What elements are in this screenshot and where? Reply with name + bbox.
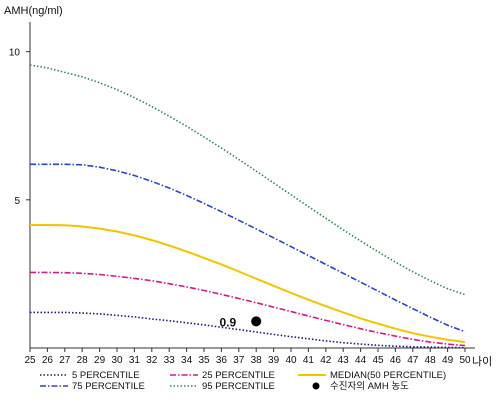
y-ticks-group: 5 10 [9,48,30,207]
x-tick-label: 39 [268,355,280,366]
x-tick-label: 31 [129,355,141,366]
x-tick-label: 37 [233,355,245,366]
y-tick-label: 5 [14,196,20,207]
legend: 5 PERCENTILE 25 PERCENTILE MEDIAN(50 PERCE… [40,370,446,392]
x-tick-label: 29 [94,355,106,366]
legend-marker-swatch [312,382,320,390]
patient-amh-point [251,316,262,327]
x-tick-label: 35 [198,355,210,366]
x-tick-label: 26 [42,355,54,366]
series-lines-group [29,64,466,349]
x-tick-label: 34 [181,355,193,366]
x-tick-label: 38 [251,355,263,366]
series-line-3 [30,224,466,344]
x-tick-label: 28 [77,355,89,366]
x-tick-label: 41 [303,355,315,366]
series-line-5 [29,64,466,296]
x-ticks-group: 25 26 27 28 29 30 31 32 33 34 35 36 37 38 39 40 41 42 43 44… [24,348,471,366]
legend-marker-label: 수진자의 AMH 농도 [330,381,409,392]
x-tick-label: 25 [24,355,36,366]
series-line-4 [30,163,466,333]
x-tick-label: 46 [390,355,402,366]
x-tick-label: 40 [285,355,297,366]
legend-label: 5 PERCENTILE [72,370,140,381]
x-tick-label: 50 [459,355,471,366]
x-tick-label: 45 [372,355,384,366]
y-axis-label: AMH(ng/ml) [4,5,63,17]
patient-marker-group: 0.9 [220,315,262,329]
x-tick-label: 33 [164,355,176,366]
series-line-1 [30,311,466,349]
x-axis-label: 나이 [472,355,492,368]
series-line-2 [30,271,466,347]
x-tick-label: 27 [59,355,71,366]
x-tick-label: 47 [407,355,419,366]
x-tick-label: 42 [320,355,332,366]
x-tick-label: 44 [355,355,367,366]
x-tick-label: 32 [146,355,158,366]
legend-label: 75 PERCENTILE [72,381,145,392]
patient-amh-value-label: 0.9 [220,315,237,329]
legend-label: 25 PERCENTILE [202,370,275,381]
x-tick-label: 43 [338,355,350,366]
x-tick-label: 49 [442,355,454,366]
x-tick-label: 30 [111,355,123,366]
x-tick-label: 48 [425,355,437,366]
legend-label: MEDIAN(50 PERCENTILE) [330,370,446,381]
x-tick-label: 36 [216,355,228,366]
y-tick-label: 10 [9,48,21,59]
legend-label: 95 PERCENTILE [202,381,275,392]
